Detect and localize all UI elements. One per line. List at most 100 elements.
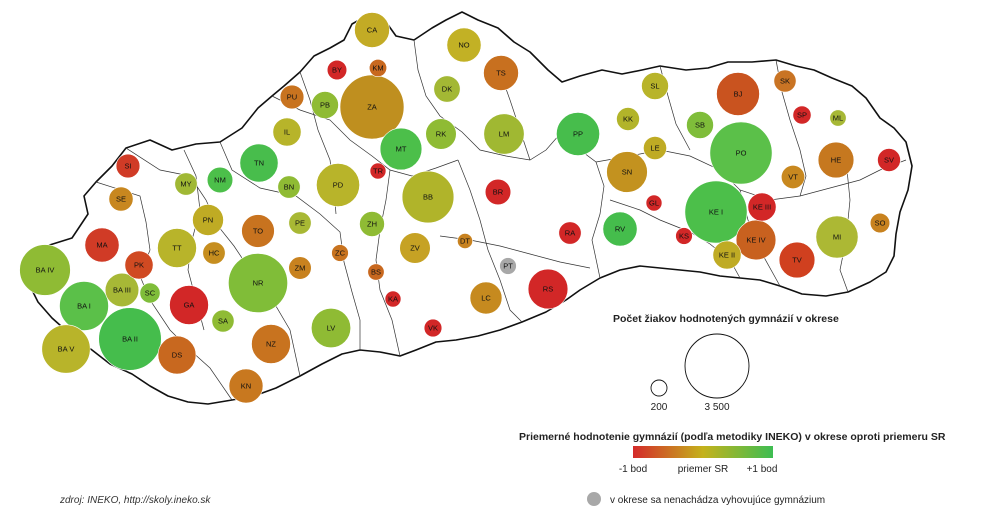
label-za: ZA (367, 103, 377, 112)
bubble-sn (606, 151, 648, 193)
bubble-po (709, 121, 773, 185)
bubble-sv (877, 148, 901, 172)
bubble-to (241, 214, 275, 248)
label-mi: MI (833, 233, 841, 242)
label-lm: LM (499, 130, 509, 139)
label-km: KM (372, 64, 383, 73)
bubble-bb (401, 170, 455, 224)
size-legend-title: Počet žiakov hodnotených gymnázií v okre… (613, 313, 839, 325)
label-ma: MA (96, 241, 107, 250)
district-bubbles: ZA BA II PO KE I NR BB BA IV BA I BA V PP PD BJ MI MT… (19, 12, 901, 404)
label-ba-i: BA I (77, 302, 91, 311)
bubble-pb (311, 91, 339, 119)
label-pb: PB (320, 101, 330, 110)
label-ke-ii: KE II (719, 251, 735, 260)
bubble-so (869, 212, 891, 234)
label-ba-iv: BA IV (36, 266, 55, 275)
size-legend-large-circle (684, 333, 750, 399)
color-legend-high-label: +1 bod (747, 464, 778, 475)
label-ke-iii: KE III (753, 203, 771, 212)
label-pn: PN (203, 216, 213, 225)
label-tn: TN (254, 159, 264, 168)
bubble-kk (616, 107, 640, 131)
bubble-nr (228, 253, 288, 313)
label-br: BR (493, 188, 504, 197)
gray-legend-label: v okrese sa nenachádza vyhovujúce gymnáz… (610, 495, 825, 506)
label-nm: NM (214, 176, 226, 185)
bubble-no (446, 27, 482, 63)
label-ra: RA (565, 229, 575, 238)
bubble-bs (367, 263, 385, 281)
bubble-gl (645, 194, 663, 212)
bubble-my (174, 172, 198, 196)
bubble-bj (716, 72, 760, 116)
bubble-dk (433, 75, 461, 103)
bubble-rs (527, 268, 569, 310)
bubble-pe (288, 211, 312, 235)
label-sk: SK (780, 77, 790, 86)
bubble-ks (675, 227, 693, 245)
bubble-ga (169, 285, 209, 325)
bubble-sl (641, 72, 669, 100)
label-ks: KS (679, 232, 689, 241)
label-si: SI (124, 162, 131, 171)
color-legend-title: Priemerné hodnotenie gymnázií (podľa met… (519, 431, 946, 443)
bubble-ka (384, 290, 402, 308)
bubble-bn (277, 175, 301, 199)
bubble-ra (558, 221, 582, 245)
label-ba-ii: BA II (122, 335, 138, 344)
label-ts: TS (496, 69, 506, 78)
size-legend-small-circle (650, 379, 668, 397)
bubble-pd (316, 163, 360, 207)
label-se: SE (116, 195, 126, 204)
bubble-vt (780, 165, 805, 190)
gray-legend-swatch (587, 492, 601, 506)
bubble-lm (483, 113, 525, 155)
color-legend-low-label: -1 bod (619, 464, 647, 475)
label-zm: ZM (295, 264, 306, 273)
bubble-ml (829, 109, 847, 127)
label-my: MY (180, 180, 191, 189)
label-bn: BN (284, 183, 294, 192)
label-ke-iv: KE IV (746, 236, 765, 245)
bubble-he (817, 141, 855, 179)
bubble-sa (211, 309, 235, 333)
label-zv: ZV (410, 244, 420, 253)
bubble-za (339, 74, 405, 140)
bubble-dt (457, 233, 473, 249)
label-ml: ML (833, 114, 843, 123)
label-sa: SA (218, 317, 228, 326)
bubble-kn (228, 368, 264, 404)
label-kk: KK (623, 115, 633, 124)
bubble-tn (239, 143, 279, 183)
label-dt: DT (460, 237, 470, 246)
label-pt: PT (503, 262, 513, 271)
size-legend-large-label: 3 500 (704, 402, 729, 413)
bubble-rk (425, 118, 457, 150)
label-kn: KN (241, 382, 251, 391)
source-credit: zdroj: INEKO, http://skoly.ineko.sk (59, 495, 211, 506)
label-rv: RV (615, 225, 625, 234)
label-tv: TV (792, 256, 802, 265)
bubble-ca (354, 12, 390, 48)
bubble-ba-iv (19, 244, 71, 296)
label-sb: SB (695, 121, 705, 130)
label-nr: NR (253, 279, 264, 288)
label-he: HE (831, 156, 841, 165)
label-so: SO (875, 219, 886, 228)
bubble-pp (556, 112, 600, 156)
label-zc: ZC (335, 249, 346, 258)
bubble-zv (399, 232, 431, 264)
label-vt: VT (788, 173, 798, 182)
bubble-by (326, 59, 348, 81)
label-ke-i: KE I (709, 208, 723, 217)
label-tr: TR (373, 167, 384, 176)
bubble-ts (483, 55, 519, 91)
bubble-sk (773, 69, 797, 93)
label-sn: SN (622, 168, 632, 177)
label-il: IL (284, 128, 290, 137)
bubble-ba-i (59, 281, 109, 331)
label-le: LE (650, 144, 659, 153)
label-ds: DS (172, 351, 182, 360)
